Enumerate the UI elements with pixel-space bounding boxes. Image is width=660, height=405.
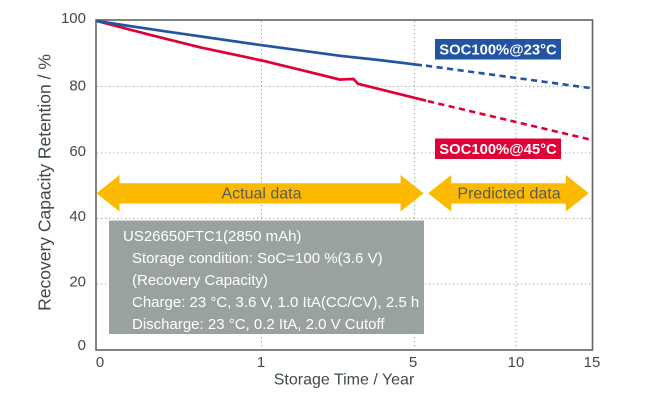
svg-text:Storage Time / Year: Storage Time / Year — [274, 372, 415, 389]
svg-text:Charge: 23 °C, 3.6 V, 1.0 ItA(: Charge: 23 °C, 3.6 V, 1.0 ItA(CC/CV), 2.… — [132, 294, 419, 311]
svg-text:80: 80 — [69, 77, 86, 94]
svg-text:Predicted data: Predicted data — [457, 186, 560, 203]
svg-text:0: 0 — [96, 354, 104, 371]
svg-text:20: 20 — [69, 273, 86, 290]
svg-text:SOC100%@23°C: SOC100%@23°C — [439, 42, 557, 58]
svg-text:10: 10 — [508, 354, 525, 371]
svg-text:100: 100 — [61, 10, 86, 27]
svg-text:US26650FTC1(2850 mAh): US26650FTC1(2850 mAh) — [123, 228, 301, 245]
svg-text:(Recovery Capacity): (Recovery Capacity) — [132, 272, 268, 289]
svg-text:SOC100%@45°C: SOC100%@45°C — [439, 142, 557, 158]
svg-text:Actual data: Actual data — [221, 186, 301, 203]
svg-text:15: 15 — [584, 354, 601, 371]
svg-text:0: 0 — [78, 337, 86, 354]
svg-text:Storage condition: SoC=100 %(3: Storage condition: SoC=100 %(3.6 V) — [132, 250, 383, 267]
svg-text:1: 1 — [257, 354, 265, 371]
svg-text:Recovery Capacity Retention /: Recovery Capacity Retention / % — [35, 54, 55, 311]
svg-text:40: 40 — [69, 208, 86, 225]
svg-text:Discharge: 23 °C, 0.2 ItA, 2.0: Discharge: 23 °C, 0.2 ItA, 2.0 V Cutoff — [132, 316, 385, 333]
svg-text:60: 60 — [69, 143, 86, 160]
svg-text:5: 5 — [409, 354, 417, 371]
